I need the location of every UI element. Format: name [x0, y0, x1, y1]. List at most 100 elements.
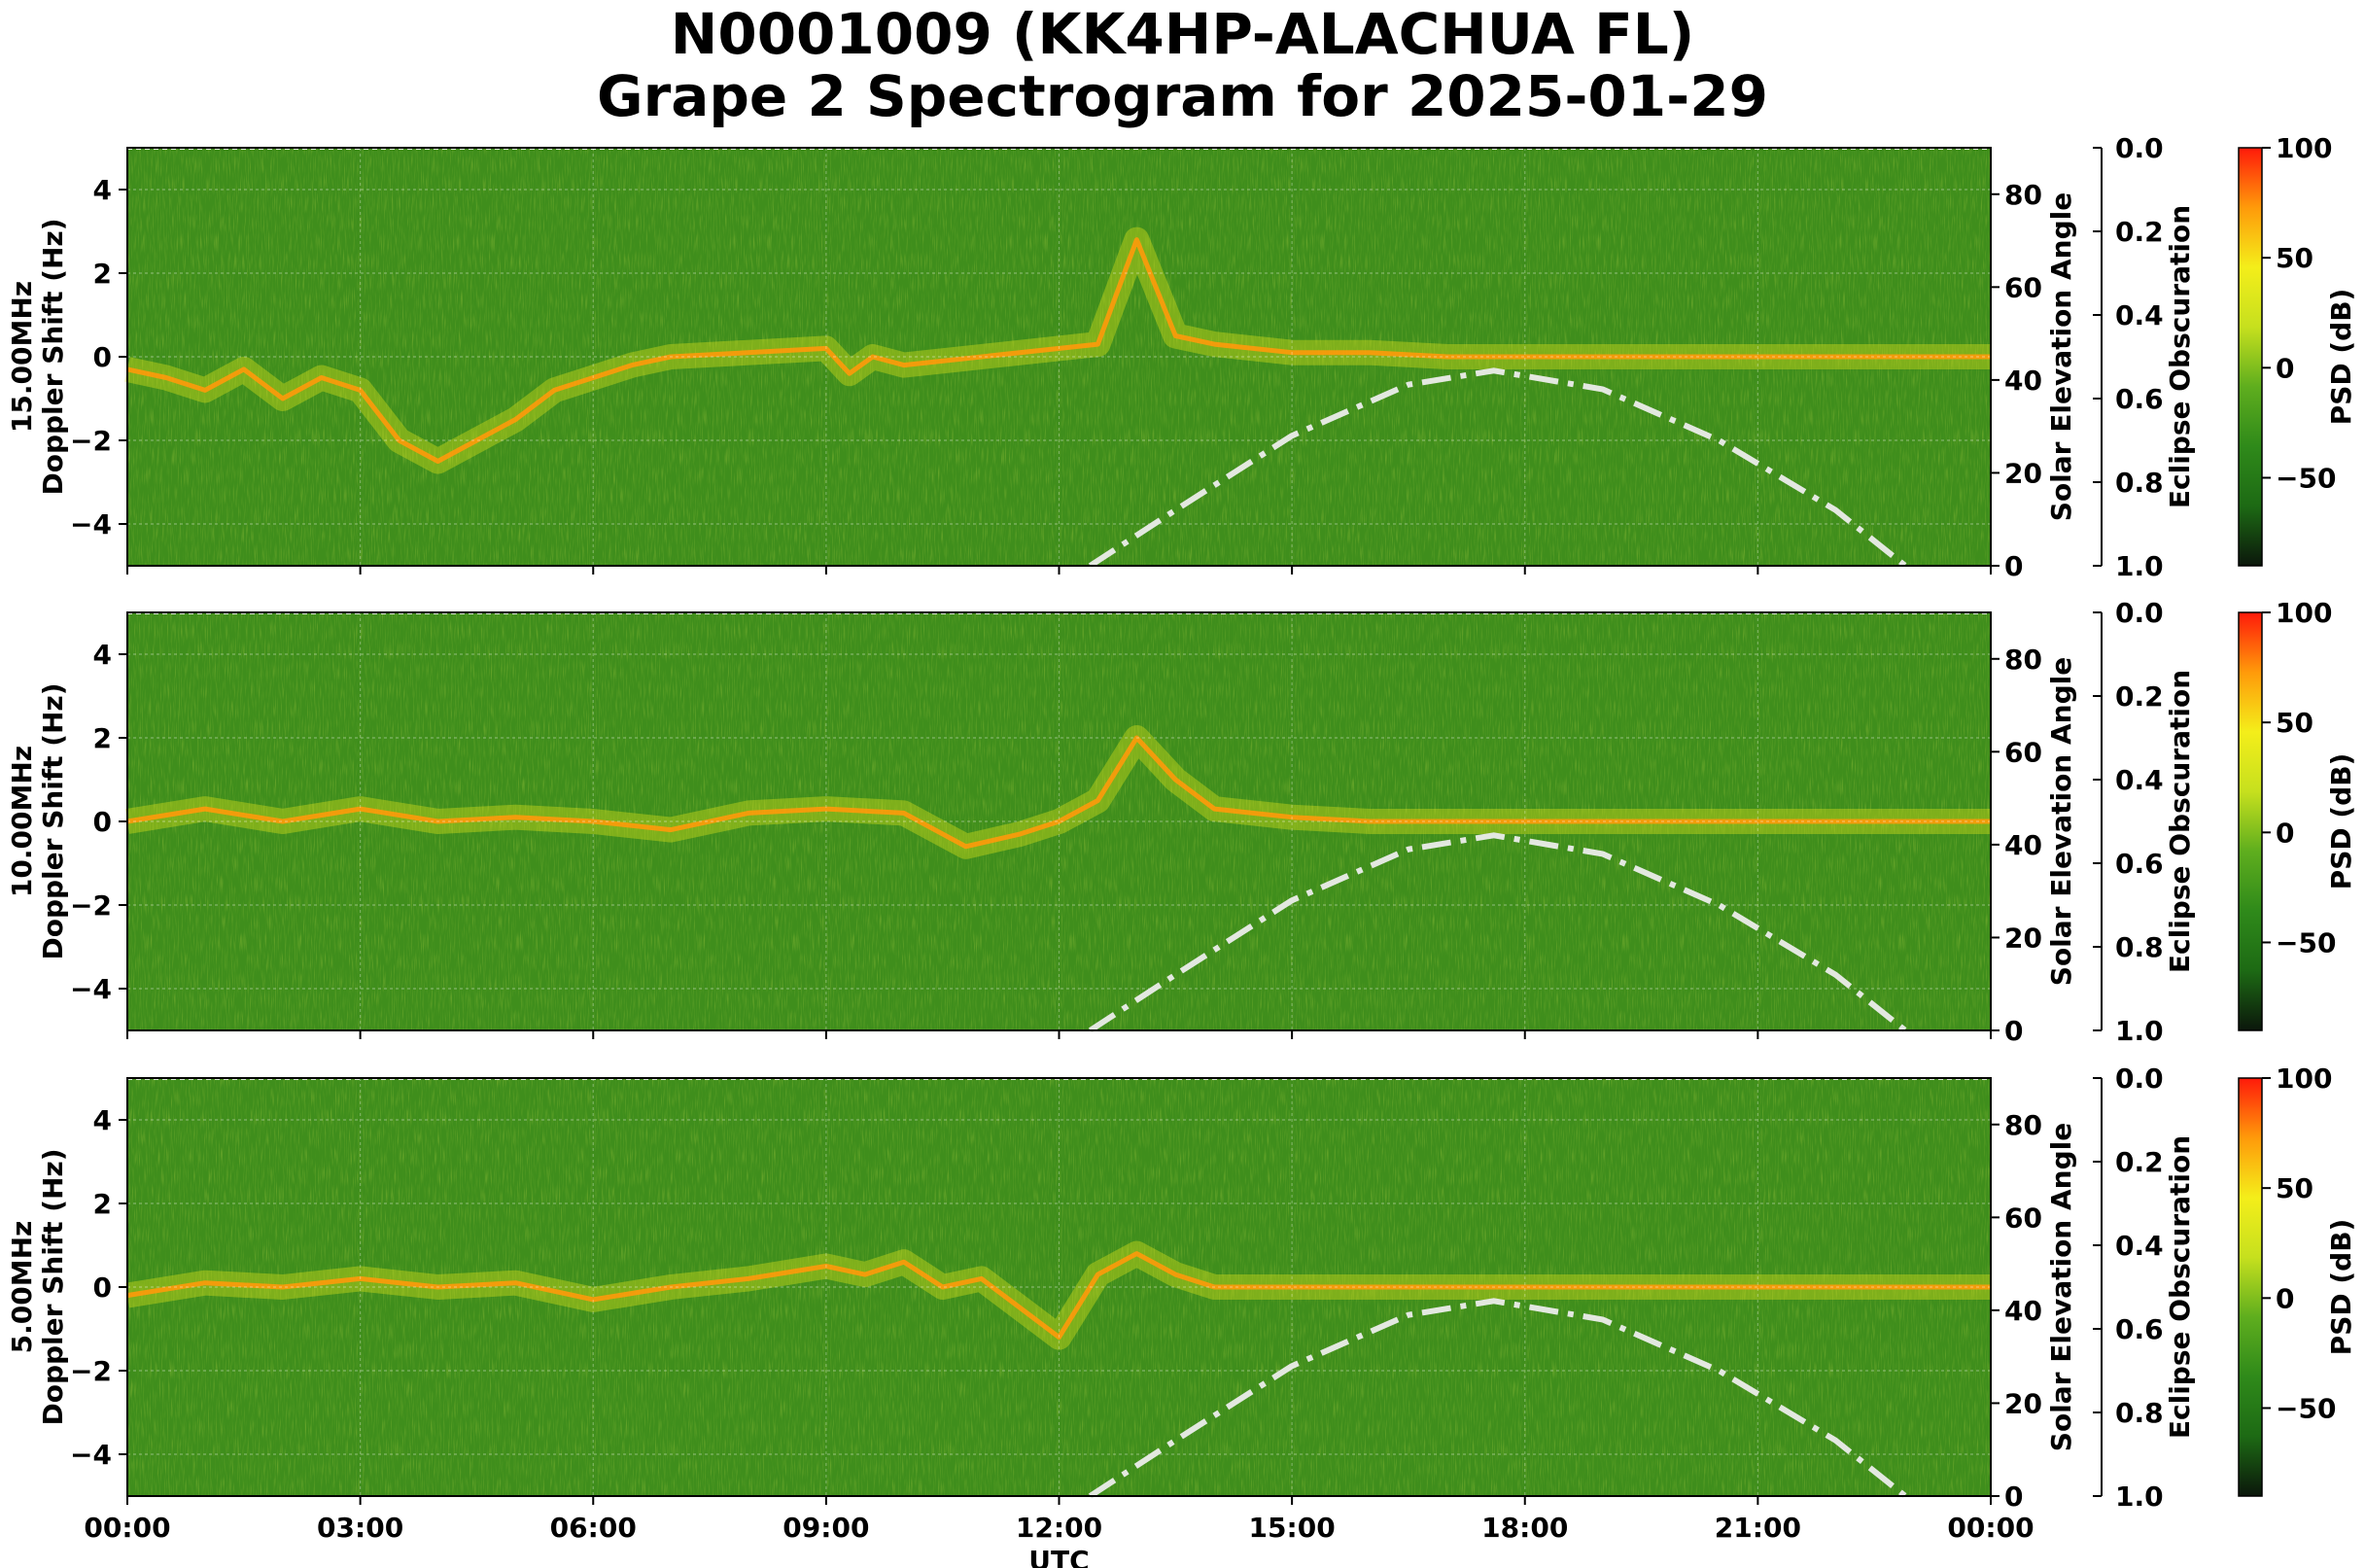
eclipse-tick-label: 0.2 [2115, 680, 2164, 713]
eclipse-tick-label: 0.4 [2115, 764, 2164, 796]
y-tick-label: 0 [93, 1272, 112, 1304]
y-tick-label: 2 [93, 722, 112, 754]
y2-tick-label: 0 [2004, 1481, 2023, 1513]
spectrogram-panel-1: 420−2−410.00MHz Doppler Shift (Hz)0204060… [6, 597, 2357, 1047]
y2-axis-label: Solar Elevation Angle [2045, 192, 2077, 521]
y2-tick-label: 60 [2004, 271, 2042, 303]
y2-axis-label: Solar Elevation Angle [2045, 1123, 2077, 1451]
y2-tick-label: 0 [2004, 550, 2023, 582]
colorbar-tick-label: −50 [2276, 1392, 2336, 1424]
eclipse-tick-label: 1.0 [2115, 1015, 2164, 1047]
eclipse-tick-label: 1.0 [2115, 1481, 2164, 1513]
panel-frequency-label: 5.00MHz [6, 1221, 38, 1354]
x-tick-label: 09:00 [783, 1512, 869, 1544]
eclipse-tick-label: 0.6 [2115, 848, 2164, 880]
spectrogram-panel-0: 420−2−415.00MHz Doppler Shift (Hz)0204060… [6, 132, 2357, 582]
eclipse-axis-label: Eclipse Obscuration [2164, 205, 2196, 508]
eclipse-tick-label: 0.8 [2115, 931, 2164, 963]
doppler-trace [126, 735, 1991, 850]
colorbar-tick-label: 100 [2276, 597, 2332, 629]
x-tick-label: 12:00 [1016, 1512, 1102, 1544]
y2-tick-label: 40 [2004, 829, 2042, 861]
y2-tick-label: 20 [2004, 457, 2042, 489]
eclipse-tick-label: 0.8 [2115, 1397, 2164, 1429]
colorbar-tick-label: 50 [2276, 242, 2313, 274]
y-tick-label: 4 [93, 639, 112, 671]
colorbar-tick-label: 0 [2276, 352, 2294, 384]
x-tick-label: 18:00 [1481, 1512, 1568, 1544]
eclipse-tick-label: 0.0 [2115, 132, 2164, 164]
y-tick-label: 0 [93, 806, 112, 838]
eclipse-tick-label: 0.2 [2115, 1146, 2164, 1178]
y2-tick-label: 60 [2004, 1202, 2042, 1234]
y-tick-label: 4 [93, 174, 112, 206]
eclipse-tick-label: 0.0 [2115, 1063, 2164, 1095]
eclipse-tick-label: 0.4 [2115, 299, 2164, 331]
eclipse-tick-label: 0.6 [2115, 383, 2164, 415]
y-tick-label: −2 [70, 425, 112, 457]
y-tick-label: −2 [70, 1355, 112, 1387]
spectrogram-panel-2: 420−2−45.00MHz Doppler Shift (Hz)02040608… [6, 1063, 2357, 1568]
colorbar-frame [2238, 1077, 2263, 1497]
eclipse-axis-label: Eclipse Obscuration [2164, 670, 2196, 973]
colorbar-label: PSD (dB) [2325, 753, 2357, 890]
eclipse-tick-label: 0.8 [2115, 467, 2164, 499]
y-axis-label: Doppler Shift (Hz) [37, 218, 69, 495]
y-tick-label: 2 [93, 1188, 112, 1220]
y2-tick-label: 20 [2004, 1387, 2042, 1419]
panel-frequency-label: 10.00MHz [6, 746, 38, 897]
eclipse-tick-label: 0.6 [2115, 1313, 2164, 1345]
y-axis-label: Doppler Shift (Hz) [37, 1148, 69, 1425]
colorbar-tick-label: 100 [2276, 132, 2332, 164]
x-tick-label: 03:00 [317, 1512, 403, 1544]
solar-elevation-curve [1088, 367, 1907, 569]
eclipse-tick-label: 0.4 [2115, 1230, 2164, 1262]
y-tick-label: 2 [93, 258, 112, 290]
y2-tick-label: 80 [2004, 179, 2042, 211]
x-tick-label: 06:00 [550, 1512, 637, 1544]
eclipse-tick-label: 0.2 [2115, 216, 2164, 248]
panel-frequency-label: 15.00MHz [6, 281, 38, 433]
colorbar-tick-label: −50 [2276, 926, 2336, 958]
chart-title-line2: Grape 2 Spectrogram for 2025-01-29 [597, 63, 1768, 129]
colorbar-tick-label: 100 [2276, 1063, 2332, 1095]
doppler-trace [126, 237, 1991, 464]
colorbar [2239, 1078, 2262, 1496]
y-tick-label: 4 [93, 1104, 112, 1136]
eclipse-axis-label: Eclipse Obscuration [2164, 1135, 2196, 1439]
colorbar-tick-label: 0 [2276, 1282, 2294, 1314]
colorbar-frame [2238, 147, 2263, 567]
chart-title-line1: N0001009 (KK4HP-ALACHUA FL) [670, 1, 1695, 67]
colorbar-tick-label: 0 [2276, 817, 2294, 849]
x-tick-label: 00:00 [1947, 1512, 2034, 1544]
colorbar-tick-label: −50 [2276, 462, 2336, 494]
colorbar [2239, 148, 2262, 566]
colorbar-tick-label: 50 [2276, 1172, 2313, 1204]
solar-elevation-curve [1088, 832, 1907, 1033]
y2-tick-label: 60 [2004, 736, 2042, 768]
x-axis-label: UTC [1028, 1545, 1089, 1568]
y-tick-label: 0 [93, 341, 112, 373]
y-axis-label: Doppler Shift (Hz) [37, 682, 69, 959]
doppler-trace [126, 1251, 1991, 1341]
x-tick-label: 00:00 [84, 1512, 170, 1544]
colorbar [2239, 612, 2262, 1030]
x-tick-label: 15:00 [1249, 1512, 1336, 1544]
colorbar-frame [2238, 611, 2263, 1031]
x-tick-label: 21:00 [1715, 1512, 1801, 1544]
colorbar-label: PSD (dB) [2325, 289, 2357, 426]
y2-tick-label: 40 [2004, 365, 2042, 397]
y-tick-label: −2 [70, 889, 112, 922]
y-tick-label: −4 [70, 973, 112, 1005]
y2-tick-label: 40 [2004, 1295, 2042, 1327]
eclipse-tick-label: 1.0 [2115, 550, 2164, 582]
y2-tick-label: 80 [2004, 1109, 2042, 1141]
solar-elevation-curve [1088, 1298, 1907, 1499]
eclipse-tick-label: 0.0 [2115, 597, 2164, 629]
y2-tick-label: 20 [2004, 922, 2042, 954]
colorbar-label: PSD (dB) [2325, 1219, 2357, 1356]
y2-tick-label: 0 [2004, 1015, 2023, 1047]
y-tick-label: −4 [70, 508, 112, 540]
y-tick-label: −4 [70, 1439, 112, 1471]
